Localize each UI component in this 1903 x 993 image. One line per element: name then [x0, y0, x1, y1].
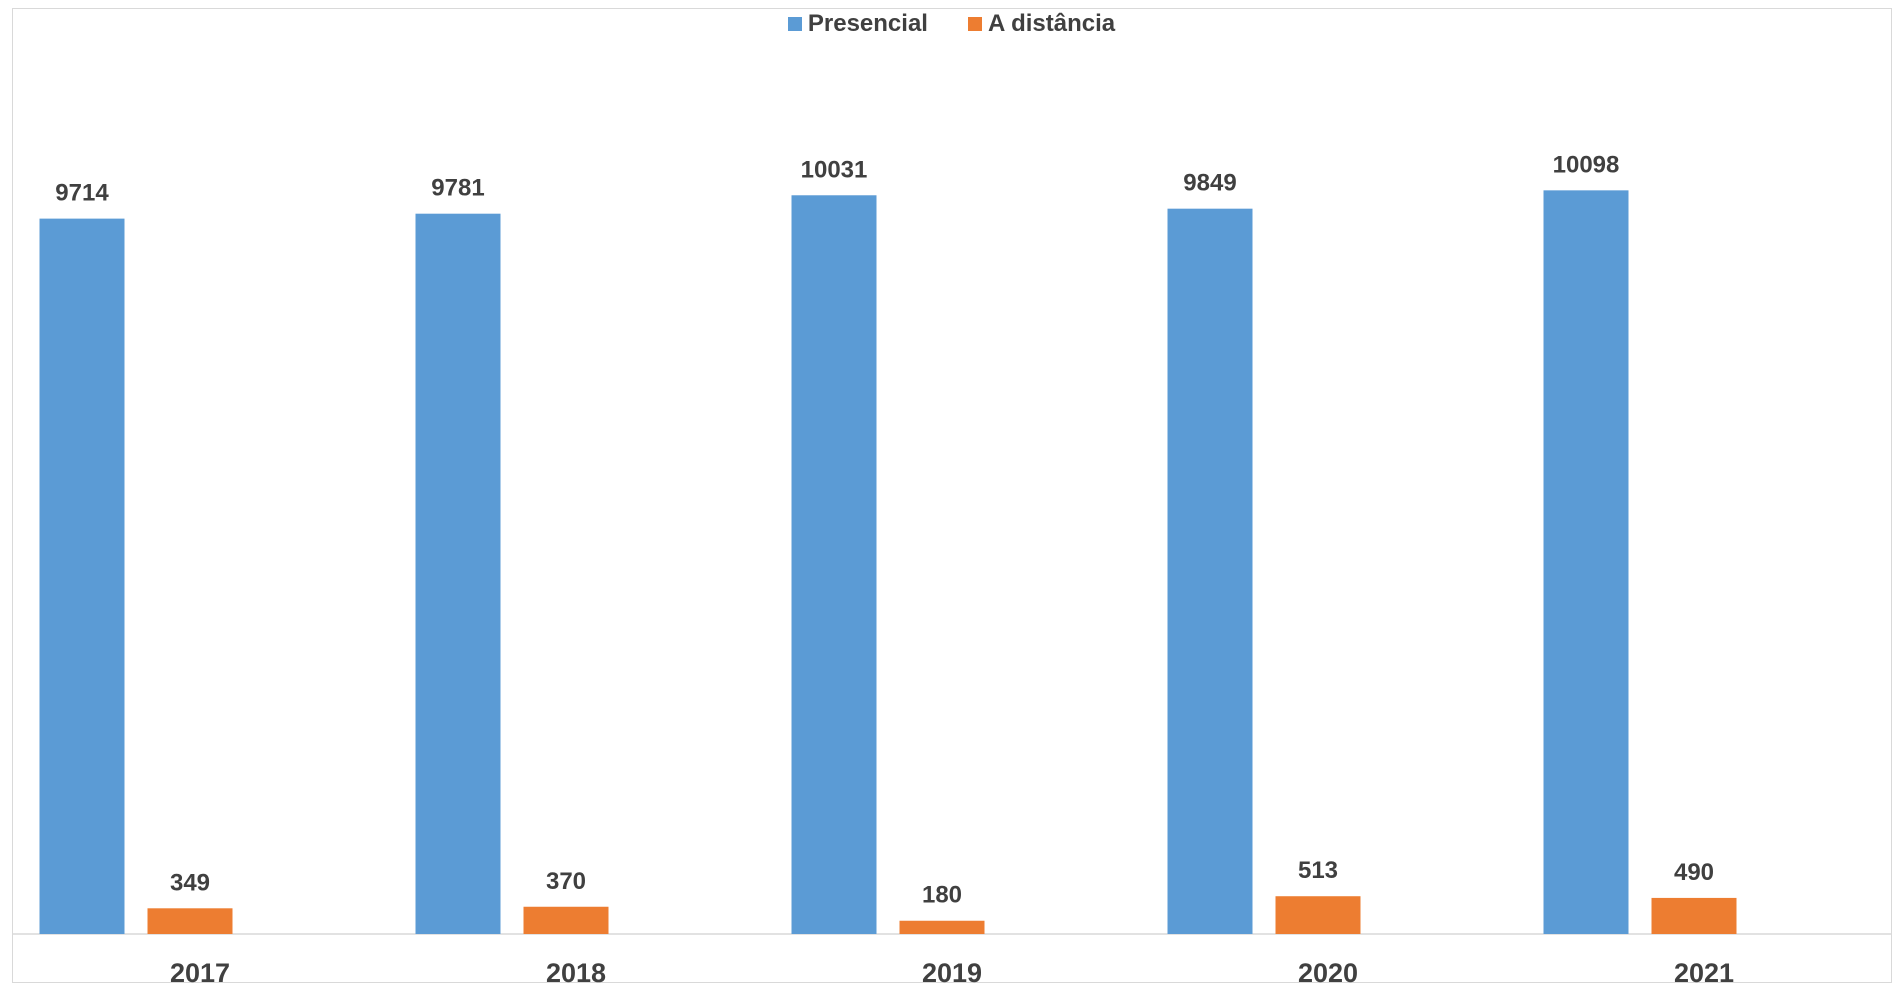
bar-presencial-2020	[1167, 208, 1253, 935]
legend-swatch-presencial	[787, 17, 802, 31]
legend-swatch-a-distancia	[967, 17, 982, 31]
bar-presencial-2019	[791, 195, 877, 934]
data-label-a-distancia-2019: 180	[922, 882, 962, 909]
data-label-presencial-2018: 9781	[431, 175, 484, 202]
x-tick-label-2019: 2019	[922, 958, 982, 988]
data-label-a-distancia-2017: 349	[170, 869, 210, 896]
bar-presencial-2021	[1543, 190, 1629, 934]
data-label-presencial-2019: 10031	[801, 156, 868, 183]
data-label-presencial-2017: 9714	[55, 180, 109, 207]
bar-a-distancia-2021	[1651, 897, 1737, 934]
bar-presencial-2017	[39, 218, 125, 934]
legend: Presencial A distância	[0, 10, 1903, 38]
x-tick-label-2017: 2017	[170, 958, 230, 988]
legend-item-presencial: Presencial	[787, 10, 928, 38]
legend-item-a-distancia: A distância	[967, 10, 1116, 38]
x-tick-label-2020: 2020	[1298, 958, 1358, 988]
bar-a-distancia-2019	[899, 920, 985, 934]
data-label-a-distancia-2021: 490	[1674, 859, 1714, 886]
legend-label-a-distancia: A distância	[987, 10, 1116, 37]
data-label-a-distancia-2018: 370	[546, 868, 586, 895]
data-label-presencial-2020: 9849	[1183, 170, 1236, 197]
data-label-presencial-2021: 10098	[1553, 151, 1620, 178]
bar-presencial-2018	[415, 213, 501, 934]
data-label-a-distancia-2020: 513	[1298, 857, 1338, 884]
bar-a-distancia-2020	[1275, 896, 1361, 934]
bar-a-distancia-2018	[523, 906, 609, 934]
bar-a-distancia-2017	[147, 908, 233, 934]
x-tick-label-2021: 2021	[1674, 958, 1734, 988]
legend-label-presencial: Presencial	[807, 10, 928, 37]
x-tick-label-2018: 2018	[546, 958, 606, 988]
